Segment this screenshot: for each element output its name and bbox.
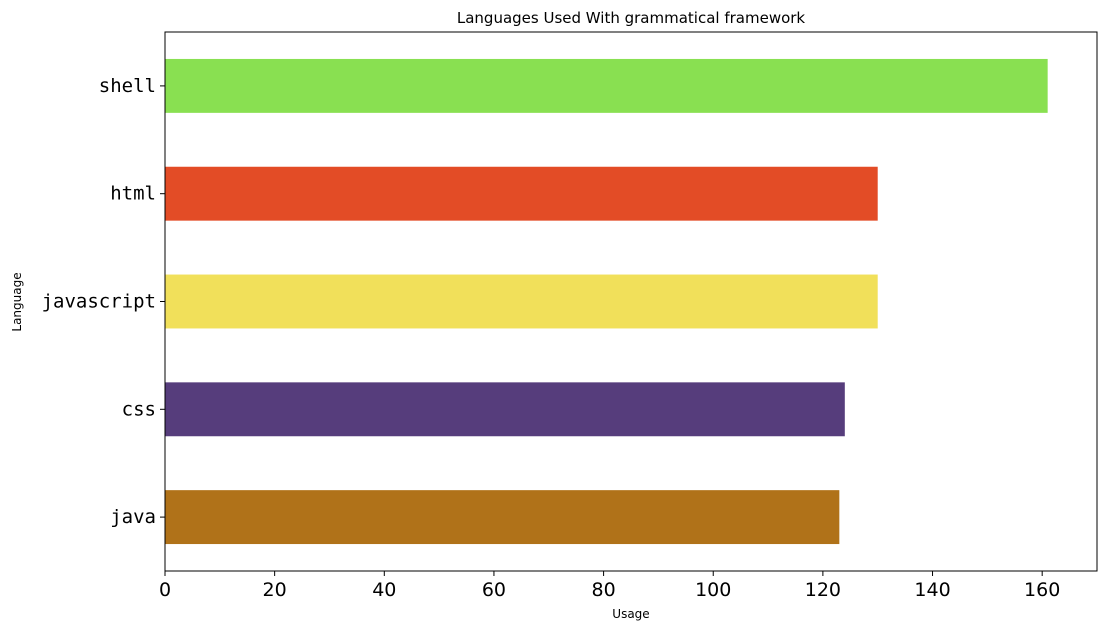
x-tick-label: 60 (482, 579, 506, 601)
x-tick-label: 20 (263, 579, 287, 601)
bar-java (165, 490, 840, 545)
x-tick-label: 120 (805, 579, 841, 601)
x-tick-label: 40 (372, 579, 396, 601)
chart-title: Languages Used With grammatical framewor… (457, 9, 806, 27)
x-tick-label: 100 (695, 579, 731, 601)
bar-html (165, 166, 878, 221)
y-axis-ticks: shell html javascript css java (42, 75, 165, 528)
x-axis-label: Usage (612, 607, 649, 621)
x-tick-label: 80 (591, 579, 615, 601)
bar-shell (165, 58, 1048, 113)
y-tick-label: html (110, 183, 156, 205)
y-tick-label: css (122, 398, 156, 420)
bar-javascript (165, 274, 878, 329)
x-axis-ticks: 0 20 40 60 80 100 120 140 160 (159, 571, 1060, 601)
x-tick-label: 140 (914, 579, 950, 601)
x-tick-label: 160 (1024, 579, 1060, 601)
x-tick-label: 0 (159, 579, 171, 601)
bar-css (165, 382, 845, 437)
y-tick-label: java (110, 506, 156, 528)
bars-group (165, 58, 1048, 545)
plot-frame (164, 31, 1098, 572)
y-tick-label: javascript (42, 291, 156, 313)
y-tick-label: shell (99, 75, 156, 97)
y-axis-label: Language (10, 272, 24, 331)
